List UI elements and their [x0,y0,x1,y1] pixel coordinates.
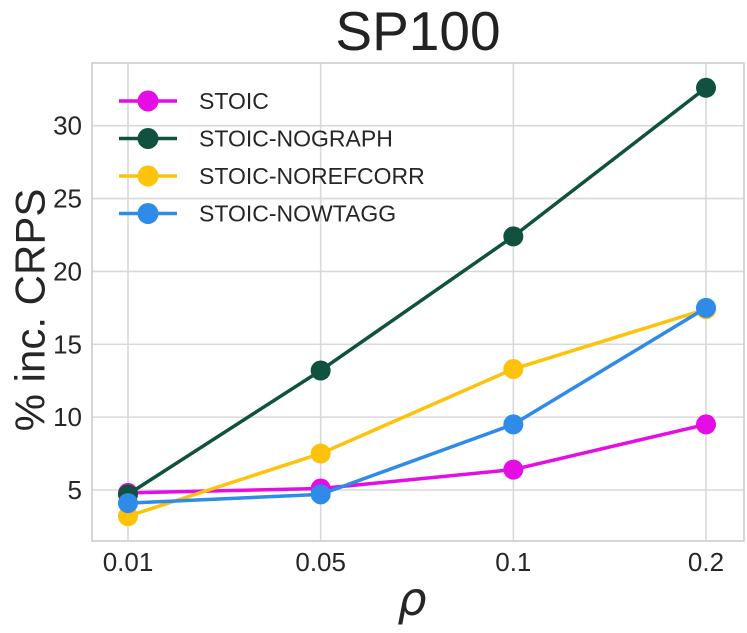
series-line [127,307,707,518]
x-axis-label: ρ [397,572,426,626]
legend-label: STOIC-NOREFCORR [199,163,425,189]
series-line [127,86,708,496]
legend-item: STOIC [119,88,269,114]
data-point [118,493,138,514]
legend-marker-dot [137,165,159,187]
y-tick-label: 30 [53,111,82,141]
legend-label: STOIC-NOWTAGG [199,201,396,227]
plot-border [91,62,745,542]
data-point [696,414,716,435]
y-tick-label: 5 [68,475,82,505]
y-tick-labels: 5 10 15 20 25 30 [53,111,82,505]
x-tick-label: 0.01 [103,547,154,577]
y-axis-label: % inc. CRPS [7,189,54,432]
chart-title: SP100 [335,0,500,62]
legend-item: STOIC-NOGRAPH [119,126,393,152]
y-tick-label: 25 [53,184,82,214]
y-tick-label: 15 [53,329,82,359]
x-tick-label: 0.1 [495,547,531,577]
data-point [696,77,716,98]
data-point [503,226,524,247]
data-point [503,359,524,380]
legend-marker-dot [137,128,159,149]
x-tick-label: 0.2 [688,547,724,577]
y-tick-label: 10 [53,402,82,432]
data-series [118,77,716,527]
x-tick-labels: 0.01 0.05 0.1 0.2 [103,547,724,577]
data-point [310,360,331,381]
series-line [127,422,707,495]
data-point [696,297,716,318]
data-point [310,443,331,464]
legend-marker-dot [137,90,159,112]
data-point [310,484,331,505]
y-tick-label: 20 [53,256,82,286]
legend-item: STOIC-NOWTAGG [119,201,396,227]
x-tick-label: 0.05 [295,547,346,577]
series-stoic-nowtagg [118,297,716,514]
legend-label: STOIC [199,88,269,114]
legend-item: STOIC-NOREFCORR [119,163,425,189]
legend-label: STOIC-NOGRAPH [199,126,393,152]
data-point [503,459,524,480]
series-line [127,306,707,505]
legend-marker-dot [137,203,159,224]
grid-lines [92,63,744,541]
legend: STOIC STOIC-NOGRAPH STOIC-NOREFCORR STOIC-N… [119,88,425,227]
data-point [503,414,524,435]
